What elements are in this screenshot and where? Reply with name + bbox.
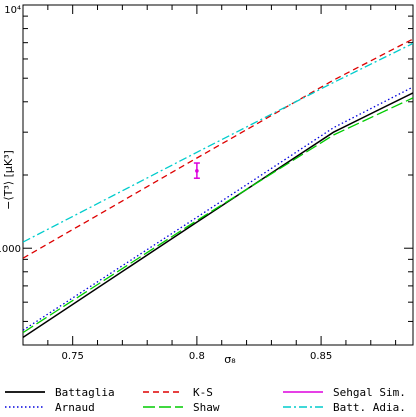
- plot-border: [22, 4, 414, 346]
- x-tick-label: 0.8: [189, 351, 205, 362]
- series-line-shaw: [23, 97, 413, 334]
- legend-item-arnaud: Arnaud: [5, 401, 95, 414]
- legend-label-battaglia: Battaglia: [55, 386, 115, 399]
- x-axis-label: σ₈: [224, 353, 236, 366]
- legend-item-shaw: Shaw: [143, 401, 220, 414]
- y-tick-label: 1000: [0, 244, 21, 255]
- plot-frame: [22, 4, 414, 346]
- tick-labels: 0.75 0.8 0.85 1000 10⁴: [0, 5, 332, 362]
- legend: Battaglia Arnaud K-S Shaw Sehgal Sim. Batt. A…: [5, 386, 406, 414]
- series-line-k-s: [23, 38, 413, 259]
- y-axis-label: −⟨T³⟩ [μK³]: [2, 150, 15, 210]
- point-sehgal-sim: [195, 169, 199, 173]
- legend-item-k-s: K-S: [143, 386, 213, 399]
- legend-label-k-s: K-S: [193, 386, 213, 399]
- axis-ticks: [22, 4, 413, 346]
- y-tick-label: 10⁴: [4, 5, 21, 16]
- legend-label-arnaud: Arnaud: [55, 401, 95, 414]
- legend-item-batt-adia: Batt. Adia.: [283, 401, 406, 414]
- legend-item-sehgal-sim: Sehgal Sim.: [283, 386, 406, 399]
- legend-label-sehgal-sim: Sehgal Sim.: [333, 386, 406, 399]
- x-tick-label: 0.85: [310, 351, 332, 362]
- legend-label-batt-adia: Batt. Adia.: [333, 401, 406, 414]
- series-layer: [23, 38, 413, 339]
- series-line-battaglia: [23, 92, 413, 339]
- x-tick-label: 0.75: [62, 351, 84, 362]
- legend-label-shaw: Shaw: [193, 401, 220, 414]
- series-line-arnaud: [23, 86, 413, 331]
- series-line-batt-adia: [23, 42, 413, 243]
- legend-item-battaglia: Battaglia: [5, 386, 115, 399]
